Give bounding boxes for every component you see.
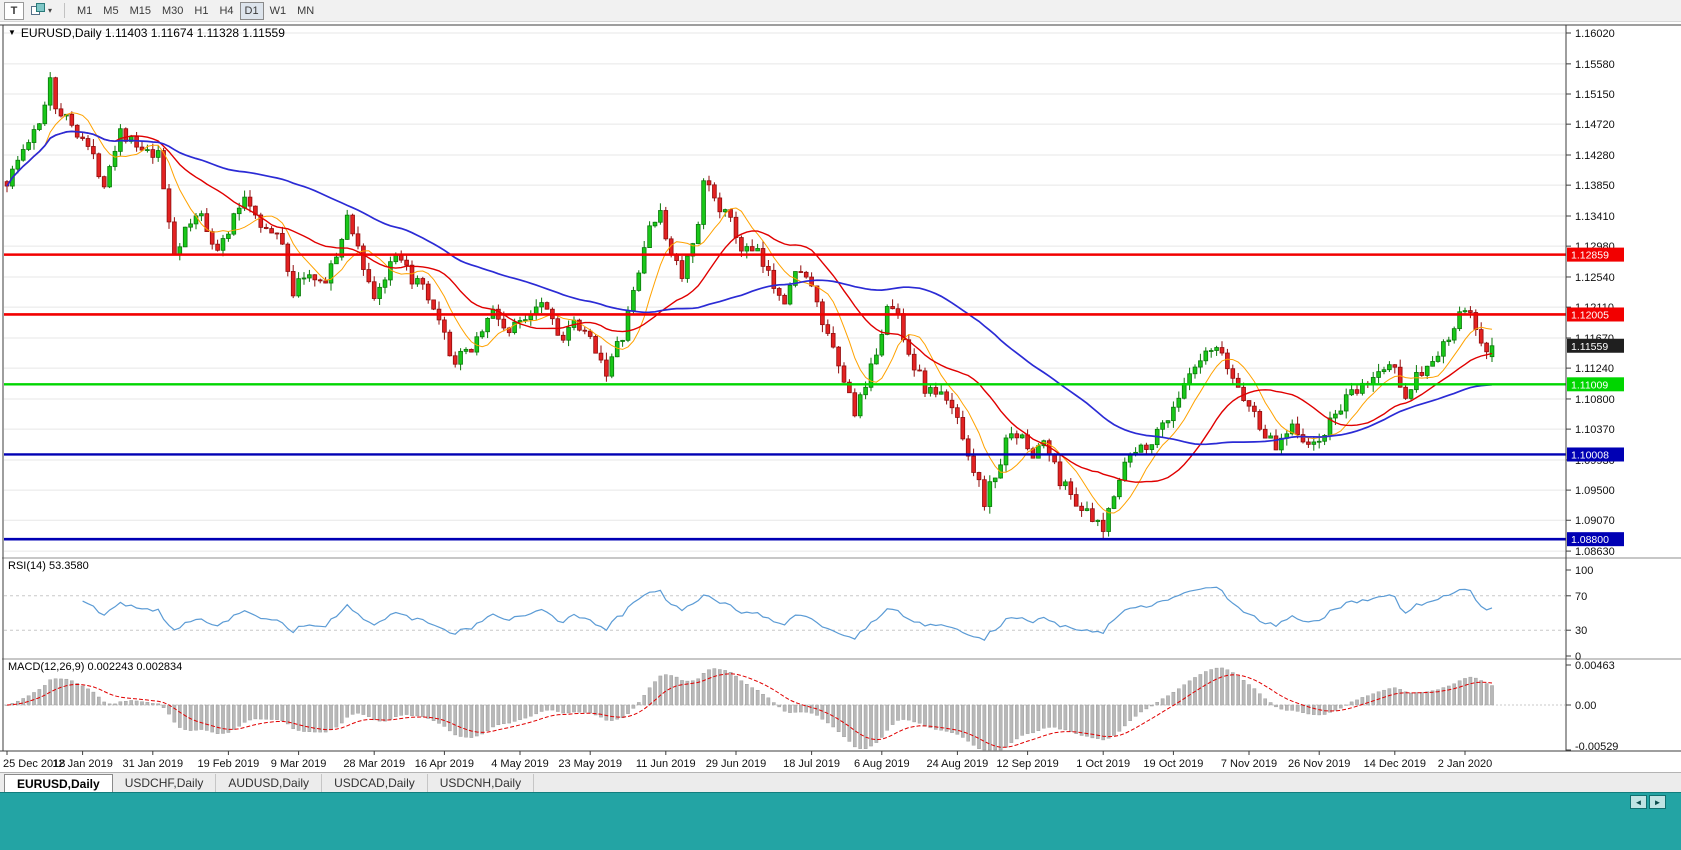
axes-layer: 1.16020 1.15580 1.15150 1.14720 1.14280 1.138… [0, 24, 1681, 770]
toolbar: T ▾ M1 M5 M15 M30 H1 H4 D1 W1 MN [0, 0, 1681, 22]
svg-text:19 Oct 2019: 19 Oct 2019 [1143, 758, 1203, 770]
timeframe-m5-button[interactable]: M5 [98, 2, 123, 20]
price-label-1.11559 [1567, 338, 1624, 353]
svg-text:1.15150: 1.15150 [1575, 89, 1615, 101]
chart-header: ▼ EURUSD,Daily 1.11403 1.11674 1.11328 1.… [8, 26, 285, 40]
ma-21-line [6, 130, 1493, 483]
svg-text:1 Oct 2019: 1 Oct 2019 [1076, 758, 1130, 770]
svg-text:0.00: 0.00 [1575, 700, 1596, 712]
svg-text:1.08630: 1.08630 [1575, 546, 1615, 558]
macd-signal-line [6, 673, 1493, 748]
price-label-1.10008 [1567, 447, 1624, 462]
status-scrollbar: ◄ ► [0, 792, 1681, 850]
moving-averages-layer [6, 112, 1493, 514]
svg-text:2 Jan 2020: 2 Jan 2020 [1438, 758, 1492, 770]
svg-text:1.11559: 1.11559 [1571, 341, 1608, 353]
macd-indicator-label: MACD(12,26,9) 0.002243 0.002834 [8, 661, 183, 673]
tab-usdcnh-daily[interactable]: USDCNH,Daily [428, 774, 535, 792]
svg-text:9 Mar 2019: 9 Mar 2019 [271, 758, 327, 770]
candles-layer [4, 72, 1495, 539]
svg-text:23 May 2019: 23 May 2019 [558, 758, 622, 770]
rsi-line [82, 586, 1493, 641]
timeframe-group: M1 M5 M15 M30 H1 H4 D1 W1 MN [72, 1, 319, 20]
timeframe-m1-button[interactable]: M1 [72, 2, 97, 20]
svg-text:1.10370: 1.10370 [1575, 424, 1615, 436]
svg-text:1.09070: 1.09070 [1575, 515, 1615, 527]
svg-text:0.00463: 0.00463 [1575, 660, 1615, 672]
tab-usdchf-daily[interactable]: USDCHF,Daily [113, 774, 217, 792]
timeframe-h4-button[interactable]: H4 [214, 2, 238, 20]
svg-text:0: 0 [1575, 651, 1581, 663]
svg-text:1.08800: 1.08800 [1571, 534, 1609, 546]
price-label-1.08800 [1567, 532, 1624, 547]
svg-text:-0.00529: -0.00529 [1575, 741, 1618, 753]
symbol-dropdown-icon[interactable]: ▼ [8, 28, 16, 37]
svg-text:1.16020: 1.16020 [1575, 28, 1615, 40]
ma-8-line [6, 112, 1493, 514]
tab-eurusd-daily[interactable]: EURUSD,Daily [4, 774, 113, 792]
svg-text:24 Aug 2019: 24 Aug 2019 [927, 758, 989, 770]
chart-title: EURUSD,Daily 1.11403 1.11674 1.11328 1.1… [20, 26, 285, 40]
tab-usdcad-daily[interactable]: USDCAD,Daily [322, 774, 428, 792]
svg-text:19 Feb 2019: 19 Feb 2019 [198, 758, 260, 770]
price-label-1.11009 [1567, 377, 1624, 392]
svg-text:1.09500: 1.09500 [1575, 485, 1615, 497]
scroll-right-button[interactable]: ► [1649, 795, 1666, 809]
svg-text:1.10008: 1.10008 [1571, 449, 1609, 461]
svg-text:31 Jan 2019: 31 Jan 2019 [123, 758, 184, 770]
rsi-indicator-label: RSI(14) 53.3580 [8, 560, 89, 572]
svg-text:7 Nov 2019: 7 Nov 2019 [1221, 758, 1277, 770]
toolbar-separator [64, 3, 66, 18]
price-chart-canvas[interactable]: 1.16020 1.15580 1.15150 1.14720 1.14280 1.138… [0, 22, 1681, 772]
chart-objects-icon [31, 2, 46, 19]
svg-text:29 Jun 2019: 29 Jun 2019 [706, 758, 767, 770]
horizontal-lines-layer[interactable] [4, 253, 1566, 541]
svg-text:1.12859: 1.12859 [1571, 250, 1609, 262]
svg-text:18 Jul 2019: 18 Jul 2019 [783, 758, 840, 770]
timeframe-w1-button[interactable]: W1 [265, 2, 292, 20]
chevron-down-icon: ▾ [48, 6, 53, 15]
indicator-panels [2, 557, 1681, 751]
svg-text:100: 100 [1575, 565, 1593, 577]
svg-text:1.13850: 1.13850 [1575, 180, 1615, 192]
svg-text:12 Sep 2019: 12 Sep 2019 [996, 758, 1058, 770]
timeframe-m15-button[interactable]: M15 [125, 2, 156, 20]
svg-text:16 Apr 2019: 16 Apr 2019 [415, 758, 474, 770]
svg-text:26 Nov 2019: 26 Nov 2019 [1288, 758, 1350, 770]
chart-objects-button[interactable]: ▾ [26, 2, 57, 20]
timeframe-d1-button[interactable]: D1 [239, 1, 264, 20]
svg-text:30: 30 [1575, 625, 1587, 637]
chart-tabs-bar: EURUSD,Daily USDCHF,Daily AUDUSD,Daily USDC… [0, 772, 1681, 792]
timeframe-mn-button[interactable]: MN [292, 2, 319, 20]
svg-text:1.14720: 1.14720 [1575, 119, 1615, 131]
svg-text:1.11009: 1.11009 [1571, 379, 1608, 391]
svg-text:1.10800: 1.10800 [1575, 394, 1615, 406]
svg-text:1.12540: 1.12540 [1575, 272, 1615, 284]
gridlines [4, 32, 1565, 552]
svg-text:1.15580: 1.15580 [1575, 59, 1615, 71]
svg-text:11 Jun 2019: 11 Jun 2019 [636, 758, 696, 770]
svg-text:12 Jan 2019: 12 Jan 2019 [52, 758, 113, 770]
tab-audusd-daily[interactable]: AUDUSD,Daily [216, 774, 323, 792]
timeframe-h1-button[interactable]: H1 [189, 2, 213, 20]
text-tool-button[interactable]: T [4, 1, 24, 20]
svg-text:14 Dec 2019: 14 Dec 2019 [1364, 758, 1426, 770]
timeframe-m30-button[interactable]: M30 [157, 2, 188, 20]
svg-text:1.14280: 1.14280 [1575, 150, 1615, 162]
price-label-1.12005 [1567, 307, 1624, 322]
svg-text:1.12005: 1.12005 [1571, 309, 1609, 321]
svg-text:70: 70 [1575, 591, 1587, 603]
svg-text:1.13410: 1.13410 [1575, 211, 1615, 223]
price-label-1.12859 [1567, 247, 1624, 262]
svg-text:28 Mar 2019: 28 Mar 2019 [343, 758, 405, 770]
scroll-left-button[interactable]: ◄ [1630, 795, 1647, 809]
ma-55-line [6, 130, 1493, 446]
svg-text:25 Dec 2018: 25 Dec 2018 [3, 758, 65, 770]
svg-text:4 May 2019: 4 May 2019 [491, 758, 548, 770]
svg-text:6 Aug 2019: 6 Aug 2019 [854, 758, 910, 770]
svg-text:1.11240: 1.11240 [1575, 363, 1614, 375]
